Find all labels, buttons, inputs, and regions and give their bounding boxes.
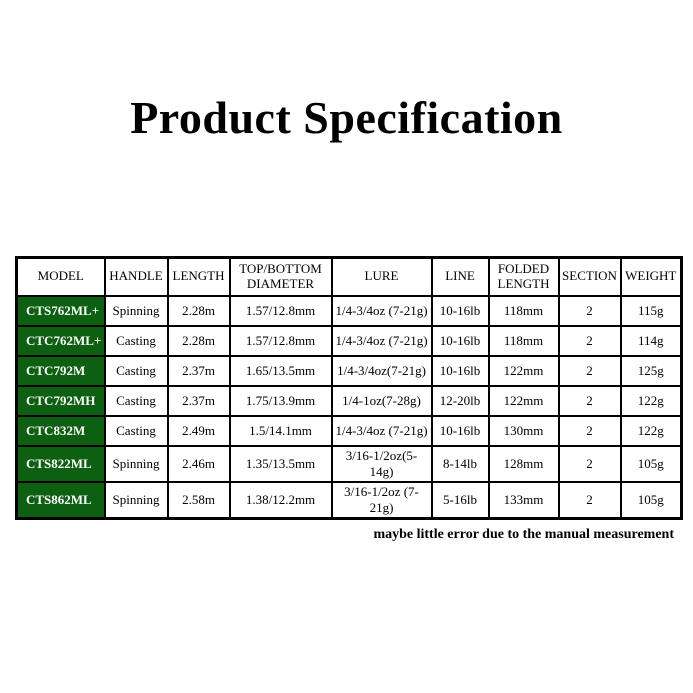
weight-cell: 125g (619, 354, 683, 387)
diameter-cell: 1.57/12.8mm (228, 294, 333, 327)
column-header-model: MODEL (15, 256, 106, 297)
model-cell: CTS762ML+ (15, 294, 106, 327)
length-cell: 2.37m (166, 354, 231, 387)
length-cell: 2.28m (166, 294, 231, 327)
table-row: CTC792MH Casting 2.37m 1.75/13.9mm 1/4-1oz(7… (15, 384, 683, 417)
line-cell: 5-16lb (430, 480, 490, 519)
column-header-line: LINE (430, 256, 490, 297)
diameter-cell: 1.65/13.5mm (228, 354, 333, 387)
model-cell: CTC792MH (15, 384, 106, 417)
spec-table-container: MODEL HANDLE LENGTH TOP/BOTTOM DIAMETER LURE… (15, 256, 683, 543)
weight-cell: 105g (619, 480, 683, 519)
folded_length-cell: 128mm (487, 444, 560, 483)
diameter-cell: 1.75/13.9mm (228, 384, 333, 417)
lure-cell: 3/16-1/2oz (7-21g) (330, 480, 433, 519)
line-cell: 10-16lb (430, 324, 490, 357)
header-row: MODEL HANDLE LENGTH TOP/BOTTOM DIAMETER LURE… (15, 256, 683, 297)
length-cell: 2.37m (166, 384, 231, 417)
model-cell: CTC792M (15, 354, 106, 387)
handle-cell: Casting (103, 324, 169, 357)
model-cell: CTS862ML (15, 480, 106, 519)
folded_length-cell: 122mm (487, 384, 560, 417)
length-cell: 2.58m (166, 480, 231, 519)
lure-cell: 1/4-3/4oz (7-21g) (330, 294, 433, 327)
folded_length-cell: 122mm (487, 354, 560, 387)
spec-table-head: MODEL HANDLE LENGTH TOP/BOTTOM DIAMETER LURE… (15, 256, 683, 297)
measurement-disclaimer: maybe little error due to the manual mea… (373, 526, 674, 542)
column-header-diameter: TOP/BOTTOM DIAMETER (228, 256, 333, 297)
handle-cell: Casting (103, 384, 169, 417)
section-cell: 2 (557, 324, 622, 357)
section-cell: 2 (557, 444, 622, 483)
spec-table-body: CTS762ML+ Spinning 2.28m 1.57/12.8mm 1/4-3/4… (15, 294, 683, 519)
column-header-section: SECTION (557, 256, 622, 297)
spec-table: MODEL HANDLE LENGTH TOP/BOTTOM DIAMETER LURE… (15, 256, 683, 520)
table-row: CTC762ML+ Casting 2.28m 1.57/12.8mm 1/4-3/4o… (15, 324, 683, 357)
line-cell: 10-16lb (430, 414, 490, 447)
section-cell: 2 (557, 354, 622, 387)
weight-cell: 122g (619, 414, 683, 447)
column-header-folded_length: FOLDED LENGTH (487, 256, 560, 297)
section-cell: 2 (557, 384, 622, 417)
column-header-length: LENGTH (166, 256, 231, 297)
handle-cell: Spinning (103, 480, 169, 519)
line-cell: 10-16lb (430, 294, 490, 327)
length-cell: 2.46m (166, 444, 231, 483)
diameter-cell: 1.57/12.8mm (228, 324, 333, 357)
line-cell: 10-16lb (430, 354, 490, 387)
length-cell: 2.49m (166, 414, 231, 447)
page-title: Product Specification (130, 92, 563, 143)
section-cell: 2 (557, 294, 622, 327)
table-row: CTC792M Casting 2.37m 1.65/13.5mm 1/4-3/4oz(… (15, 354, 683, 387)
weight-cell: 114g (619, 324, 683, 357)
handle-cell: Casting (103, 354, 169, 387)
weight-cell: 122g (619, 384, 683, 417)
lure-cell: 3/16-1/2oz(5-14g) (330, 444, 433, 483)
diameter-cell: 1.35/13.5mm (228, 444, 333, 483)
handle-cell: Casting (103, 414, 169, 447)
table-row: CTS822ML Spinning 2.46m 1.35/13.5mm 3/16-1/2… (15, 444, 683, 483)
line-cell: 12-20lb (430, 384, 490, 417)
lure-cell: 1/4-1oz(7-28g) (330, 384, 433, 417)
folded_length-cell: 118mm (487, 294, 560, 327)
folded_length-cell: 118mm (487, 324, 560, 357)
weight-cell: 115g (619, 294, 683, 327)
section-cell: 2 (557, 414, 622, 447)
section-cell: 2 (557, 480, 622, 519)
column-header-lure: LURE (330, 256, 433, 297)
length-cell: 2.28m (166, 324, 231, 357)
folded_length-cell: 133mm (487, 480, 560, 519)
handle-cell: Spinning (103, 294, 169, 327)
table-row: CTS762ML+ Spinning 2.28m 1.57/12.8mm 1/4-3/4… (15, 294, 683, 327)
lure-cell: 1/4-3/4oz (7-21g) (330, 324, 433, 357)
table-row: CTS862ML Spinning 2.58m 1.38/12.2mm 3/16-1/2… (15, 480, 683, 519)
column-header-handle: HANDLE (103, 256, 169, 297)
diameter-cell: 1.5/14.1mm (228, 414, 333, 447)
model-cell: CTC832M (15, 414, 106, 447)
column-header-weight: WEIGHT (619, 256, 683, 297)
handle-cell: Spinning (103, 444, 169, 483)
weight-cell: 105g (619, 444, 683, 483)
diameter-cell: 1.38/12.2mm (228, 480, 333, 519)
lure-cell: 1/4-3/4oz(7-21g) (330, 354, 433, 387)
lure-cell: 1/4-3/4oz (7-21g) (330, 414, 433, 447)
table-row: CTC832M Casting 2.49m 1.5/14.1mm 1/4-3/4oz (… (15, 414, 683, 447)
model-cell: CTC762ML+ (15, 324, 106, 357)
folded_length-cell: 130mm (487, 414, 560, 447)
line-cell: 8-14lb (430, 444, 490, 483)
model-cell: CTS822ML (15, 444, 106, 483)
